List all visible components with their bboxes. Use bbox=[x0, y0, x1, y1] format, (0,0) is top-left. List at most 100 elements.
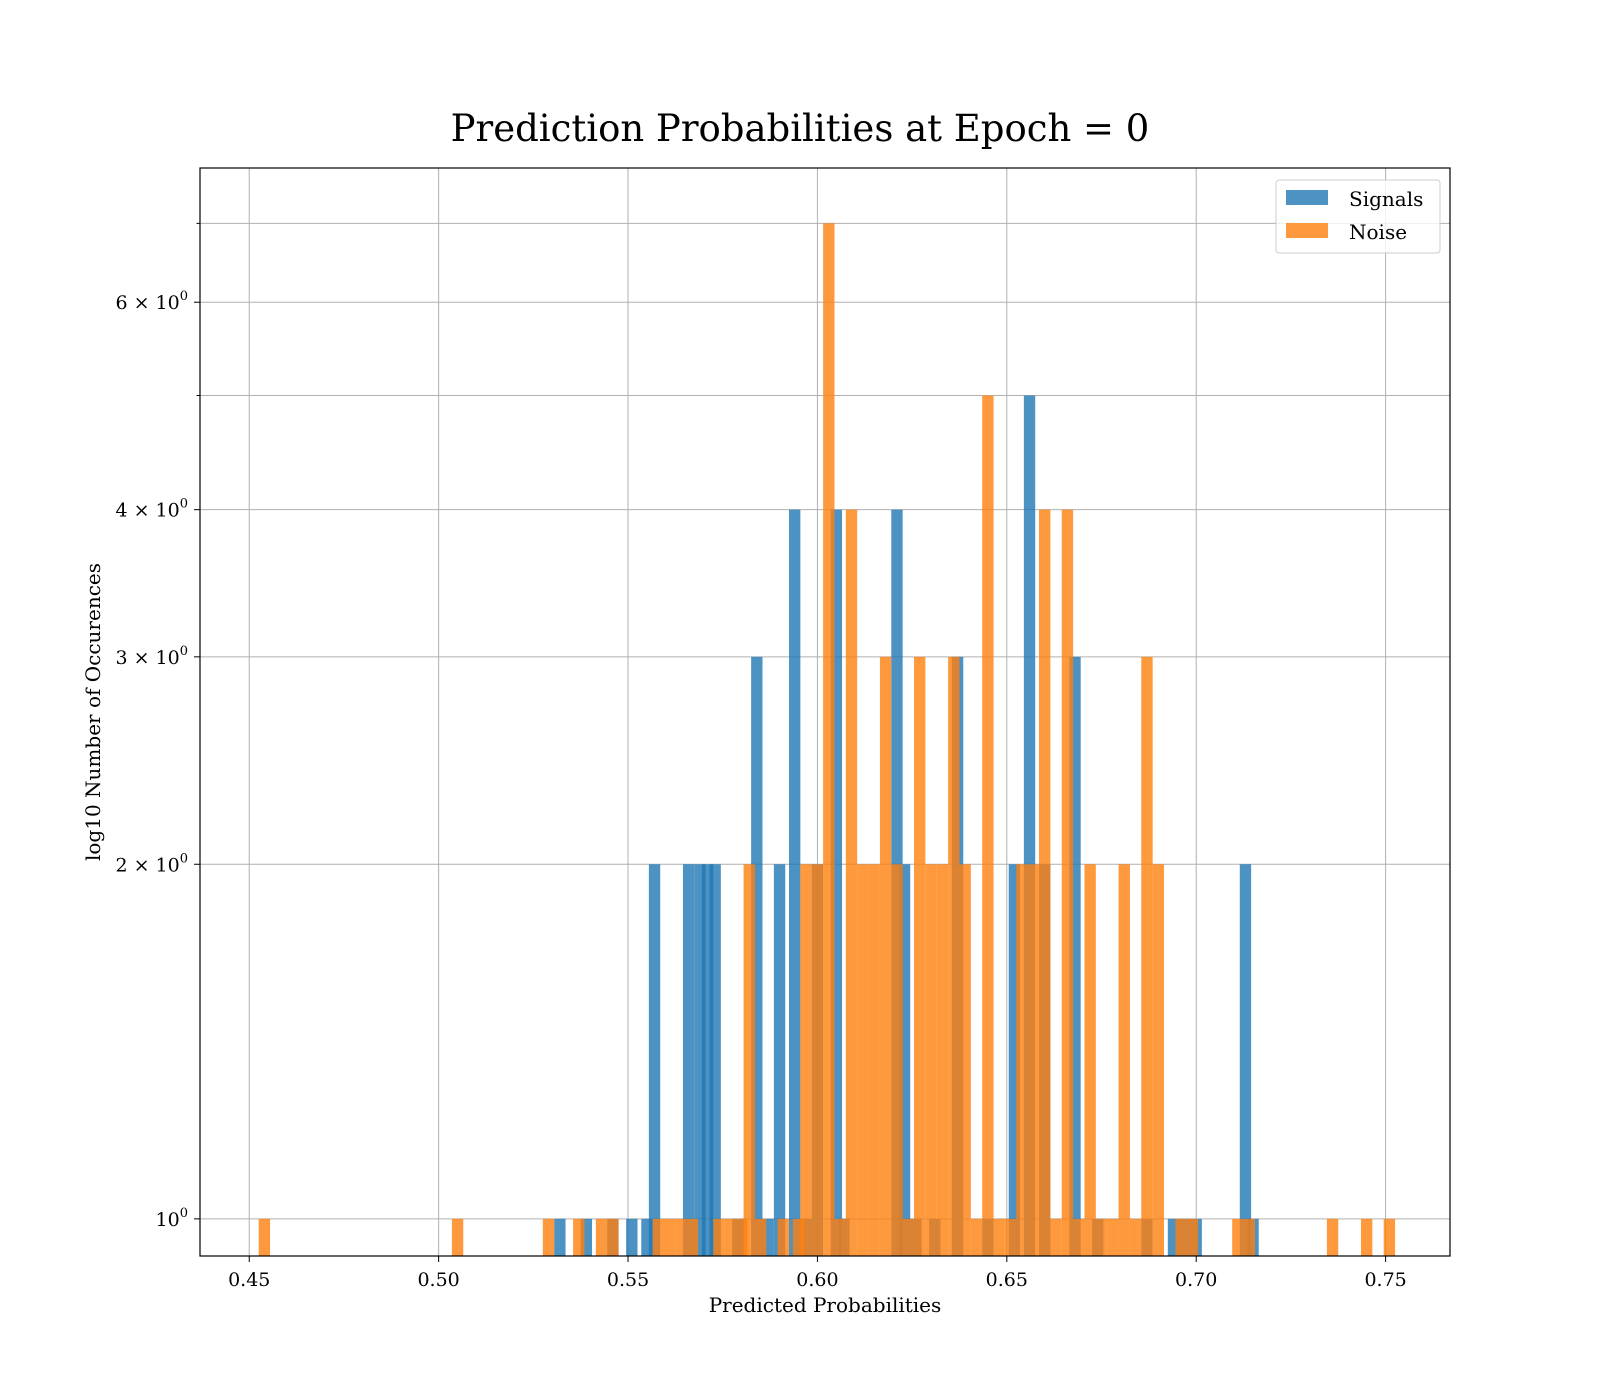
legend-label-noise: Noise bbox=[1349, 220, 1407, 244]
bar-noise bbox=[1141, 656, 1153, 1256]
bar-signals bbox=[682, 864, 695, 1256]
bar-noise bbox=[713, 1218, 725, 1256]
x-tick-label: 0.60 bbox=[796, 1269, 838, 1291]
bar-signals bbox=[1023, 395, 1036, 1256]
bar-noise bbox=[451, 1218, 464, 1256]
x-tick-label: 0.70 bbox=[1175, 1269, 1217, 1291]
x-tick-label: 0.45 bbox=[228, 1269, 270, 1291]
bar-noise bbox=[1118, 864, 1130, 1256]
bar-noise bbox=[1232, 1218, 1244, 1256]
bar-noise bbox=[258, 1218, 271, 1256]
bar-noise bbox=[1243, 1218, 1255, 1256]
bar-noise bbox=[1027, 864, 1040, 1256]
bar-noise bbox=[948, 656, 960, 1256]
bar-noise bbox=[879, 656, 892, 1256]
bar-noise bbox=[914, 656, 926, 1256]
legend-swatch-signals bbox=[1286, 190, 1328, 205]
bar-signals bbox=[773, 864, 786, 1256]
bar-noise bbox=[1073, 1218, 1085, 1256]
bar-signals bbox=[751, 656, 763, 1256]
bar-signals bbox=[1069, 656, 1081, 1256]
legend-swatch-noise bbox=[1286, 223, 1328, 238]
bar-noise bbox=[982, 395, 994, 1256]
bar-noise bbox=[792, 1218, 805, 1256]
bar-signals bbox=[648, 864, 661, 1256]
chart-title: Prediction Probabilities at Epoch = 0 bbox=[451, 107, 1150, 150]
bar-signals bbox=[898, 864, 911, 1256]
bar-signals bbox=[701, 864, 714, 1256]
bar-signals bbox=[789, 509, 801, 1256]
bar-signals bbox=[1167, 1218, 1180, 1256]
bar-noise bbox=[664, 1218, 676, 1256]
bar-noise bbox=[686, 1218, 699, 1256]
legend-label-signals: Signals bbox=[1349, 187, 1423, 211]
bar-noise bbox=[595, 1218, 608, 1256]
bar-signals bbox=[580, 1218, 593, 1256]
x-axis-label: Predicted Probabilities bbox=[709, 1293, 942, 1317]
bar-noise bbox=[743, 864, 755, 1256]
bar-noise bbox=[542, 1218, 555, 1256]
bar-noise bbox=[800, 864, 812, 1256]
y-tick-label: 4 × 100 bbox=[115, 497, 188, 522]
bar-signals bbox=[830, 509, 843, 1256]
bar-noise bbox=[1016, 864, 1028, 1256]
bar-noise bbox=[1152, 864, 1165, 1256]
bar-signals bbox=[641, 1218, 653, 1256]
bar-signals bbox=[1239, 864, 1252, 1256]
y-tick-label: 6 × 100 bbox=[115, 289, 188, 314]
bar-noise bbox=[573, 1218, 585, 1256]
bar-signals bbox=[554, 1218, 566, 1256]
x-tick-label: 0.65 bbox=[986, 1269, 1028, 1291]
bar-noise bbox=[1360, 1218, 1373, 1256]
bar-noise bbox=[1061, 509, 1074, 1256]
bar-noise bbox=[811, 864, 824, 1256]
y-tick-label: 3 × 100 bbox=[115, 644, 188, 669]
bar-noise bbox=[777, 1218, 790, 1256]
bar-noise bbox=[1095, 1218, 1108, 1256]
bar-noise bbox=[845, 509, 858, 1256]
bar-signals bbox=[626, 1218, 638, 1256]
bar-noise bbox=[936, 864, 949, 1256]
bar-noise bbox=[607, 1218, 619, 1256]
bar-signals bbox=[762, 1218, 774, 1256]
x-tick-label: 0.55 bbox=[607, 1269, 649, 1291]
axis-ticks: 0.45 0.50 0.55 0.60 0.65 0.70 0.75 100 2 × 100 3 … bbox=[115, 222, 1407, 1291]
bar-noise bbox=[823, 223, 835, 1256]
bar-noise bbox=[834, 1218, 846, 1256]
x-tick-label: 0.50 bbox=[417, 1269, 459, 1291]
bar-noise bbox=[675, 1218, 687, 1256]
bar-signals bbox=[694, 864, 706, 1256]
bar-noise bbox=[735, 1218, 748, 1256]
bar-noise bbox=[857, 864, 869, 1256]
x-tick-label: 0.75 bbox=[1364, 1269, 1406, 1291]
legend: Signals Noise bbox=[1275, 179, 1441, 254]
bar-noise bbox=[925, 864, 937, 1256]
bar-noise bbox=[1107, 1218, 1119, 1256]
bar-signals bbox=[1008, 864, 1021, 1256]
bar-noise bbox=[1326, 1218, 1339, 1256]
bar-noise bbox=[724, 1218, 736, 1256]
plot-frame bbox=[199, 167, 1451, 1257]
bar-noise bbox=[959, 864, 971, 1256]
bar-noise bbox=[1004, 1218, 1017, 1256]
bar-noise bbox=[993, 1218, 1005, 1256]
bar-signals bbox=[709, 864, 721, 1256]
bar-noise bbox=[652, 1218, 665, 1256]
y-tick-label: 100 bbox=[156, 1206, 188, 1231]
bar-noise bbox=[970, 1218, 983, 1256]
y-axis-label: log10 Number of Occurences bbox=[81, 563, 105, 861]
bar-noise bbox=[902, 1218, 915, 1256]
bar-noise bbox=[1129, 1218, 1142, 1256]
bar-noise bbox=[1050, 1218, 1062, 1256]
bar-noise bbox=[1186, 1218, 1199, 1256]
y-tick-label: 2 × 100 bbox=[115, 851, 188, 876]
bar-noise bbox=[1039, 509, 1051, 1256]
bar-noise bbox=[891, 864, 903, 1256]
bar-noise bbox=[1383, 1218, 1396, 1256]
bar-noise bbox=[1175, 1218, 1187, 1256]
bars bbox=[258, 223, 1396, 1256]
bar-noise bbox=[1084, 864, 1096, 1256]
bar-noise bbox=[754, 1218, 767, 1256]
bar-noise bbox=[868, 864, 880, 1256]
